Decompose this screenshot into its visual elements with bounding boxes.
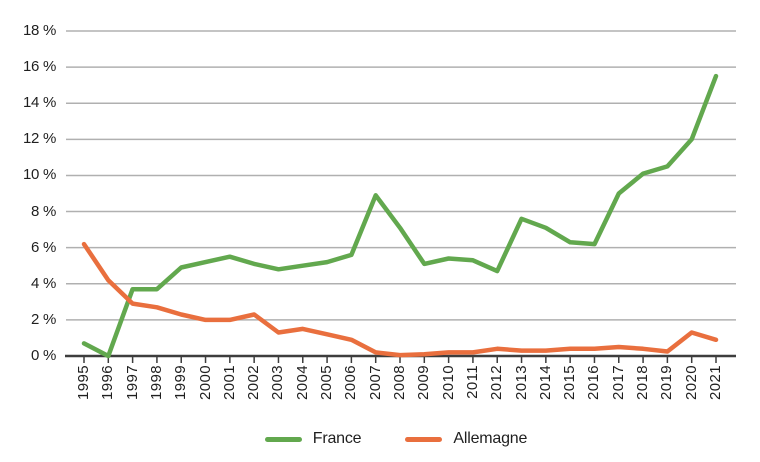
gridlines <box>66 30 736 321</box>
legend-swatch-allemagne <box>405 436 443 442</box>
y-axis-label: 18 % <box>23 22 56 39</box>
legend-item-allemagne: Allemagne <box>405 430 527 448</box>
y-axis-label: 2 % <box>31 310 56 328</box>
x-axis-label: 2001 <box>220 365 238 400</box>
x-axis-label: 2006 <box>342 365 360 400</box>
x-axis-label: 2018 <box>634 365 652 400</box>
x-axis-label: 2003 <box>269 365 287 400</box>
x-axis-label: 2002 <box>245 365 263 400</box>
x-axis-label: 2004 <box>293 365 311 400</box>
x-axis-label: 2013 <box>512 365 530 400</box>
x-axis-label: 1998 <box>147 365 165 400</box>
x-axis-label: 2012 <box>488 365 506 400</box>
y-axis-label: 8 % <box>31 202 56 220</box>
x-axis-label: 2000 <box>196 365 214 400</box>
x-axis-label: 2007 <box>366 365 384 400</box>
x-axis-label: 2010 <box>439 365 457 400</box>
y-axis-label: 10 % <box>23 166 56 184</box>
y-axis-label: 4 % <box>31 274 56 292</box>
legend-label: Allemagne <box>453 430 528 447</box>
x-axis-label: 2011 <box>463 365 481 399</box>
x-axis-label: 2017 <box>609 365 627 400</box>
x-axis-label: 2014 <box>536 365 554 400</box>
y-axis-label: 14 % <box>23 94 56 112</box>
series-line-france <box>81 73 719 359</box>
y-axis-label: 6 % <box>31 238 56 256</box>
x-axis-ticks <box>83 357 717 363</box>
y-axis-label: 16 % <box>23 58 56 76</box>
x-axis-label: 2016 <box>585 365 603 400</box>
legend-item-france: France <box>264 430 362 448</box>
x-axis-label: 2019 <box>658 365 676 400</box>
x-axis-label: 2009 <box>415 365 433 400</box>
x-axis-label: 2005 <box>318 365 336 400</box>
x-axis-label: 1997 <box>123 365 141 400</box>
x-axis-label: 2008 <box>391 365 408 400</box>
legend-label: France <box>312 430 362 447</box>
x-axis-label: 1995 <box>75 365 92 400</box>
x-axis-label: 1996 <box>99 365 117 400</box>
y-axis-label: 12 % <box>23 130 56 148</box>
y-axis-label: 0 % <box>31 347 56 364</box>
x-axis-label: 2015 <box>561 365 579 400</box>
legend: France Allemagne <box>16 430 760 448</box>
x-axis-label: 1999 <box>172 365 190 400</box>
legend-swatch-france <box>264 436 302 442</box>
series-line-allemagne <box>81 241 719 358</box>
x-axis-label: 2020 <box>682 365 700 400</box>
x-axis-label: 2021 <box>707 365 724 400</box>
